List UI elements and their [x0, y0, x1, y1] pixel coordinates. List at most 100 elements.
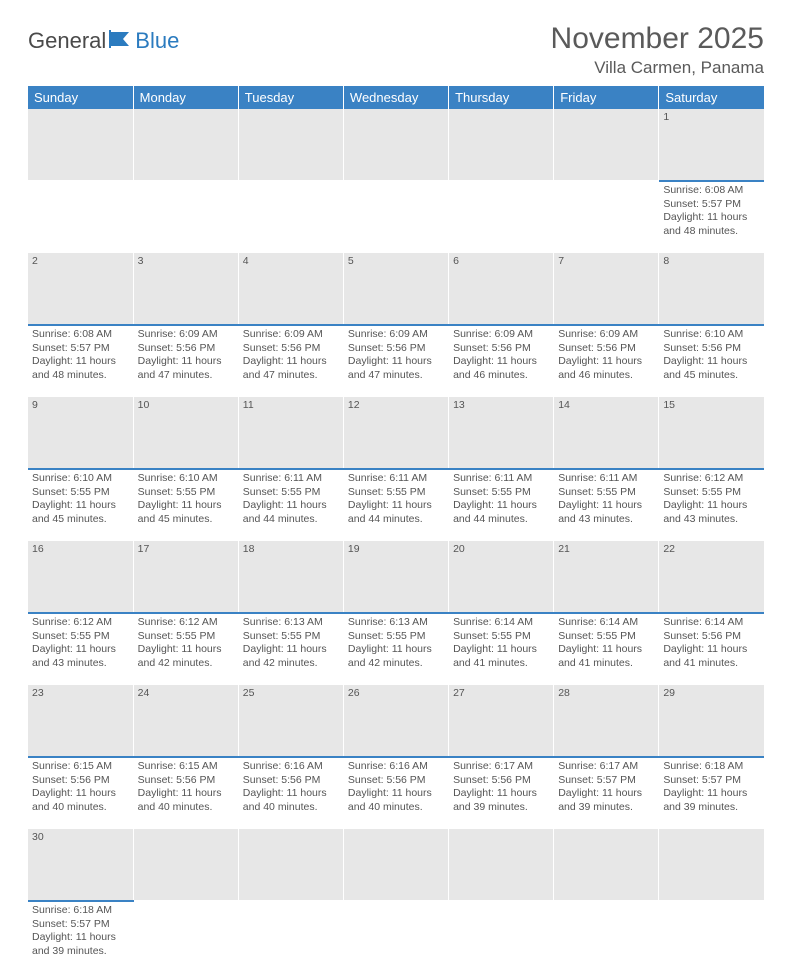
title-block: November 2025 Villa Carmen, Panama	[551, 22, 764, 78]
daylight-line: Daylight: 11 hours and 44 minutes.	[243, 499, 339, 526]
sunset-line: Sunset: 5:56 PM	[138, 774, 234, 788]
weekday-header: Monday	[133, 86, 238, 109]
sunset-line: Sunset: 5:55 PM	[32, 486, 129, 500]
sunrise-line: Sunrise: 6:10 AM	[138, 472, 234, 486]
weekday-header: Friday	[554, 86, 659, 109]
sunset-line: Sunset: 5:55 PM	[32, 630, 129, 644]
sunset-line: Sunset: 5:55 PM	[558, 486, 654, 500]
location-label: Villa Carmen, Panama	[551, 58, 764, 78]
sunset-line: Sunset: 5:56 PM	[663, 630, 760, 644]
empty-cell	[449, 109, 554, 181]
daylight-line: Daylight: 11 hours and 46 minutes.	[453, 355, 549, 382]
sunrise-line: Sunrise: 6:17 AM	[558, 760, 654, 774]
daylight-line: Daylight: 11 hours and 47 minutes.	[348, 355, 444, 382]
sunset-line: Sunset: 5:55 PM	[663, 486, 760, 500]
empty-cell	[659, 829, 764, 901]
sunrise-line: Sunrise: 6:14 AM	[558, 616, 654, 630]
day-cell: Sunrise: 6:14 AMSunset: 5:55 PMDaylight:…	[449, 613, 554, 685]
day-cell: Sunrise: 6:14 AMSunset: 5:56 PMDaylight:…	[659, 613, 764, 685]
empty-cell	[133, 901, 238, 973]
sunrise-line: Sunrise: 6:11 AM	[558, 472, 654, 486]
empty-cell	[133, 109, 238, 181]
day-number: 29	[659, 685, 764, 757]
day-cell: Sunrise: 6:12 AMSunset: 5:55 PMDaylight:…	[133, 613, 238, 685]
empty-cell	[343, 901, 448, 973]
day-content-row: Sunrise: 6:10 AMSunset: 5:55 PMDaylight:…	[28, 469, 764, 541]
sunrise-line: Sunrise: 6:11 AM	[348, 472, 444, 486]
weekday-header: Tuesday	[238, 86, 343, 109]
daylight-line: Daylight: 11 hours and 47 minutes.	[138, 355, 234, 382]
flag-icon	[109, 30, 133, 53]
sunrise-line: Sunrise: 6:09 AM	[138, 328, 234, 342]
sunset-line: Sunset: 5:56 PM	[453, 342, 549, 356]
sunrise-line: Sunrise: 6:12 AM	[663, 472, 760, 486]
daylight-line: Daylight: 11 hours and 39 minutes.	[32, 931, 129, 958]
day-number-row: 16171819202122	[28, 541, 764, 613]
day-number: 3	[133, 253, 238, 325]
day-cell: Sunrise: 6:09 AMSunset: 5:56 PMDaylight:…	[554, 325, 659, 397]
sunrise-line: Sunrise: 6:17 AM	[453, 760, 549, 774]
day-number: 12	[343, 397, 448, 469]
day-number: 2	[28, 253, 133, 325]
daylight-line: Daylight: 11 hours and 45 minutes.	[32, 499, 129, 526]
sunset-line: Sunset: 5:56 PM	[32, 774, 129, 788]
day-cell: Sunrise: 6:12 AMSunset: 5:55 PMDaylight:…	[28, 613, 133, 685]
sunrise-line: Sunrise: 6:09 AM	[243, 328, 339, 342]
day-number: 17	[133, 541, 238, 613]
day-number: 13	[449, 397, 554, 469]
day-number: 26	[343, 685, 448, 757]
sunrise-line: Sunrise: 6:13 AM	[348, 616, 444, 630]
sunset-line: Sunset: 5:57 PM	[32, 342, 129, 356]
day-cell: Sunrise: 6:14 AMSunset: 5:55 PMDaylight:…	[554, 613, 659, 685]
daylight-line: Daylight: 11 hours and 43 minutes.	[32, 643, 129, 670]
sunrise-line: Sunrise: 6:12 AM	[138, 616, 234, 630]
sunrise-line: Sunrise: 6:11 AM	[453, 472, 549, 486]
daylight-line: Daylight: 11 hours and 39 minutes.	[558, 787, 654, 814]
day-number: 9	[28, 397, 133, 469]
sunset-line: Sunset: 5:56 PM	[663, 342, 760, 356]
daylight-line: Daylight: 11 hours and 42 minutes.	[243, 643, 339, 670]
sunset-line: Sunset: 5:55 PM	[243, 630, 339, 644]
day-number: 4	[238, 253, 343, 325]
day-number: 24	[133, 685, 238, 757]
sunset-line: Sunset: 5:55 PM	[138, 630, 234, 644]
empty-cell	[133, 829, 238, 901]
sunset-line: Sunset: 5:55 PM	[453, 630, 549, 644]
daylight-line: Daylight: 11 hours and 45 minutes.	[663, 355, 760, 382]
day-cell: Sunrise: 6:17 AMSunset: 5:57 PMDaylight:…	[554, 757, 659, 829]
day-cell: Sunrise: 6:09 AMSunset: 5:56 PMDaylight:…	[238, 325, 343, 397]
day-content-row: Sunrise: 6:12 AMSunset: 5:55 PMDaylight:…	[28, 613, 764, 685]
sunrise-line: Sunrise: 6:14 AM	[663, 616, 760, 630]
brand-logo: General Blue	[28, 22, 179, 54]
empty-cell	[343, 829, 448, 901]
weekday-header: Sunday	[28, 86, 133, 109]
day-cell: Sunrise: 6:13 AMSunset: 5:55 PMDaylight:…	[343, 613, 448, 685]
sunrise-line: Sunrise: 6:15 AM	[32, 760, 129, 774]
empty-cell	[238, 181, 343, 253]
sunrise-line: Sunrise: 6:08 AM	[663, 184, 760, 198]
day-cell: Sunrise: 6:08 AMSunset: 5:57 PMDaylight:…	[28, 325, 133, 397]
empty-cell	[238, 901, 343, 973]
day-cell: Sunrise: 6:09 AMSunset: 5:56 PMDaylight:…	[449, 325, 554, 397]
empty-cell	[343, 109, 448, 181]
day-number: 1	[659, 109, 764, 181]
sunrise-line: Sunrise: 6:14 AM	[453, 616, 549, 630]
day-content-row: Sunrise: 6:15 AMSunset: 5:56 PMDaylight:…	[28, 757, 764, 829]
sunrise-line: Sunrise: 6:12 AM	[32, 616, 129, 630]
month-title: November 2025	[551, 22, 764, 56]
weekday-header: Wednesday	[343, 86, 448, 109]
day-cell: Sunrise: 6:08 AMSunset: 5:57 PMDaylight:…	[659, 181, 764, 253]
daylight-line: Daylight: 11 hours and 41 minutes.	[558, 643, 654, 670]
day-number-row: 23242526272829	[28, 685, 764, 757]
daylight-line: Daylight: 11 hours and 48 minutes.	[32, 355, 129, 382]
daylight-line: Daylight: 11 hours and 43 minutes.	[558, 499, 654, 526]
sunset-line: Sunset: 5:56 PM	[243, 342, 339, 356]
daylight-line: Daylight: 11 hours and 41 minutes.	[453, 643, 549, 670]
day-number: 21	[554, 541, 659, 613]
day-cell: Sunrise: 6:16 AMSunset: 5:56 PMDaylight:…	[343, 757, 448, 829]
day-cell: Sunrise: 6:18 AMSunset: 5:57 PMDaylight:…	[659, 757, 764, 829]
empty-cell	[133, 181, 238, 253]
day-number: 11	[238, 397, 343, 469]
empty-cell	[238, 109, 343, 181]
day-number-row: 9101112131415	[28, 397, 764, 469]
